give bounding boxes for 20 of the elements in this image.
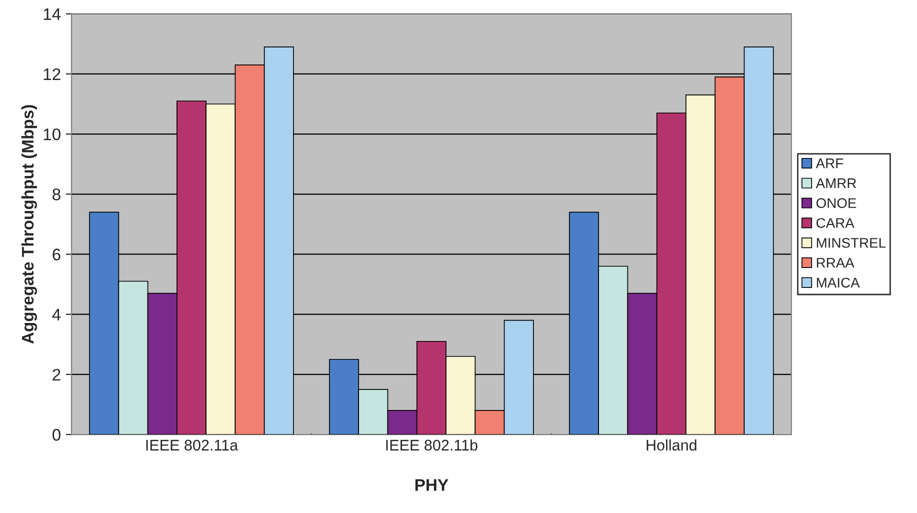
legend-label: ONOE [816, 198, 856, 208]
x-tick-label: IEEE 802.11b [386, 439, 478, 451]
y-tick-label: 14 [44, 8, 61, 20]
legend-label: MINSTREL [816, 238, 886, 248]
y-tick-label: 4 [52, 308, 61, 320]
x-tick-label: Holland [646, 439, 696, 451]
legend-label: MAICA [816, 278, 860, 288]
x-axis-title: PHY [415, 479, 448, 491]
legend-label: AMRR [816, 178, 856, 188]
x-tick-label: IEEE 802.11a [146, 440, 238, 451]
legend-label: RRAA [816, 258, 854, 268]
y-tick-label: 8 [52, 188, 60, 200]
legend-label: ARF [816, 158, 844, 168]
y-axis-title: Aggregate Throughput (Mbps) [21, 105, 38, 344]
y-tick-label: 10 [44, 128, 60, 140]
y-tick-label: 0 [52, 428, 60, 441]
y-tick-label: 2 [52, 368, 60, 380]
legend-label: CARA [816, 218, 854, 228]
y-tick-label: 6 [52, 248, 60, 260]
y-tick-label: 12 [44, 68, 60, 80]
